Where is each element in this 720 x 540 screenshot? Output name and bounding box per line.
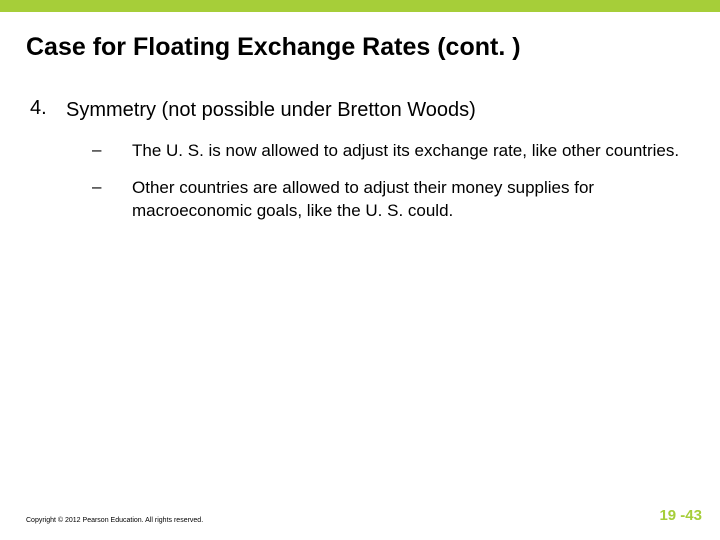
slide-number: 19 -43 (659, 507, 702, 524)
sub-dash: – (92, 177, 132, 197)
main-list: 4. Symmetry (not possible under Bretton … (30, 97, 690, 223)
list-number: 4. (30, 97, 66, 120)
sub-dash: – (92, 140, 132, 160)
sub-text: The U. S. is now allowed to adjust its e… (132, 140, 689, 163)
slide-title: Case for Floating Exchange Rates (cont. … (26, 32, 694, 63)
list-text: Symmetry (not possible under Bretton Woo… (66, 97, 476, 124)
sub-list-item: – The U. S. is now allowed to adjust its… (92, 140, 690, 163)
sub-list-item: – Other countries are allowed to adjust … (92, 177, 690, 223)
accent-top-bar (0, 0, 720, 12)
sub-list: – The U. S. is now allowed to adjust its… (92, 140, 690, 223)
sub-text: Other countries are allowed to adjust th… (132, 177, 690, 223)
list-item: 4. Symmetry (not possible under Bretton … (30, 97, 690, 124)
copyright-footer: Copyright © 2012 Pearson Education. All … (26, 517, 203, 524)
